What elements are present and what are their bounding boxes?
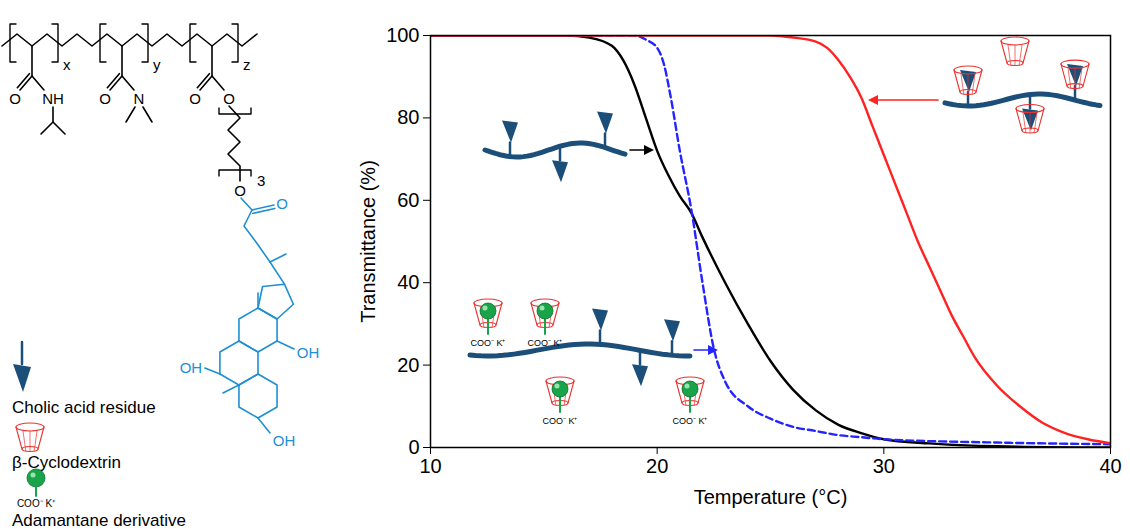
svg-text:x: x <box>63 56 71 73</box>
svg-text:10: 10 <box>419 455 441 477</box>
svg-text:80: 80 <box>397 106 419 128</box>
svg-text:NH: NH <box>42 90 64 107</box>
svg-text:O: O <box>99 90 111 107</box>
svg-text:O: O <box>276 195 288 212</box>
svg-text:0: 0 <box>408 436 419 458</box>
svg-text:3: 3 <box>257 172 265 189</box>
svg-text:20: 20 <box>397 354 419 376</box>
svg-text:O: O <box>223 90 235 107</box>
svg-text:COO⁻ K⁺: COO⁻ K⁺ <box>542 416 577 426</box>
svg-text:Adamantane derivative: Adamantane derivative <box>12 511 186 529</box>
svg-text:OH: OH <box>273 432 296 449</box>
svg-text:OH: OH <box>297 344 320 361</box>
svg-text:Temperature (°C): Temperature (°C) <box>694 486 848 508</box>
svg-text:O: O <box>189 90 201 107</box>
svg-text:60: 60 <box>397 189 419 211</box>
svg-text:COO⁻ K⁺: COO⁻ K⁺ <box>672 416 707 426</box>
svg-text:20: 20 <box>646 455 668 477</box>
svg-text:100: 100 <box>386 24 419 46</box>
svg-text:N: N <box>134 90 145 107</box>
svg-text:O: O <box>9 90 21 107</box>
svg-text:40: 40 <box>1099 455 1121 477</box>
svg-text:z: z <box>243 56 251 73</box>
svg-text:30: 30 <box>873 455 895 477</box>
svg-text:O: O <box>234 182 246 199</box>
svg-text:β-Cyclodextrin: β-Cyclodextrin <box>12 453 121 472</box>
svg-text:COO⁻ K⁺: COO⁻ K⁺ <box>470 338 505 348</box>
svg-text:COO⁻ K⁺: COO⁻ K⁺ <box>527 338 562 348</box>
svg-text:OH: OH <box>180 359 203 376</box>
svg-text:y: y <box>153 56 161 73</box>
svg-text:Transmittance (%): Transmittance (%) <box>357 160 379 323</box>
svg-text:COO⁻ K⁺: COO⁻ K⁺ <box>17 498 56 509</box>
svg-text:Cholic acid residue: Cholic acid residue <box>12 398 156 417</box>
svg-text:40: 40 <box>397 271 419 293</box>
